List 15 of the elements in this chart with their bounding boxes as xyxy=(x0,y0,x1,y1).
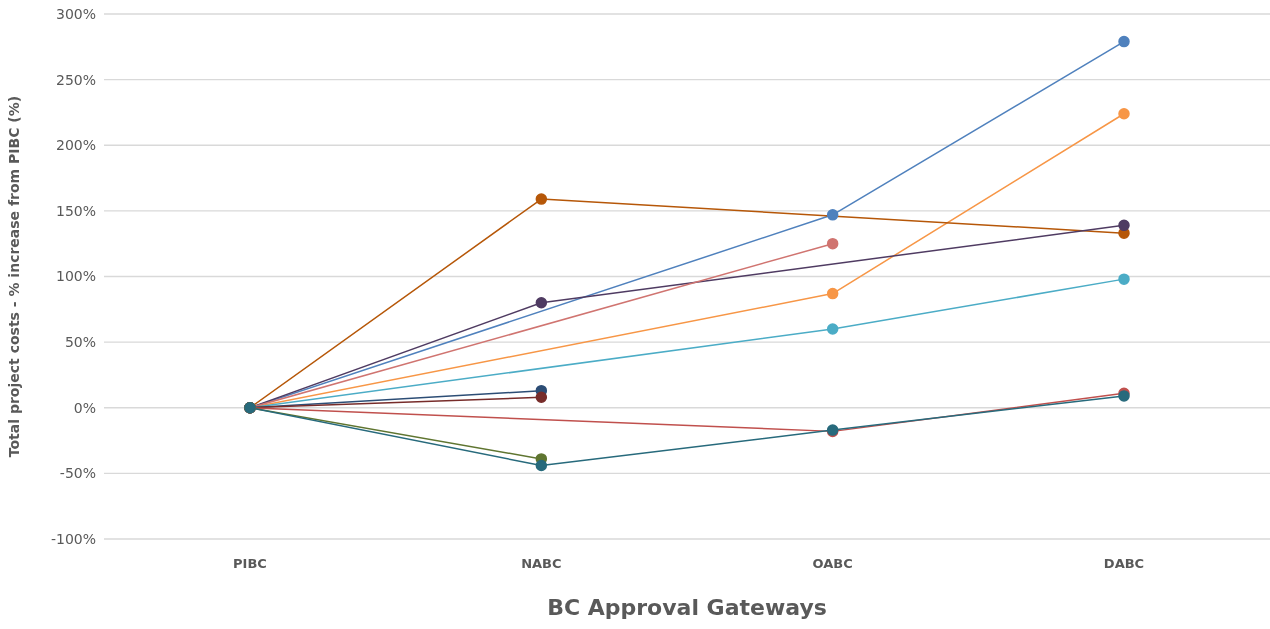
x-tick-label: OABC xyxy=(812,556,853,572)
y-axis-title: Total project costs - % increase from PIBC (%) xyxy=(5,95,22,458)
y-tick-label: 250% xyxy=(55,71,96,88)
x-tick-label: DABC xyxy=(1103,556,1145,572)
y-tick-label: -50% xyxy=(59,465,96,482)
y-tick-label: 200% xyxy=(55,137,96,154)
x-tick-label: NABC xyxy=(521,556,562,572)
y-tick-label: 150% xyxy=(55,202,96,219)
x-tick-label: PIBC xyxy=(233,556,267,572)
y-tick-label: 50% xyxy=(64,334,96,351)
y-tick-label: -100% xyxy=(50,530,96,547)
x-axis-title: BC Approval Gateways xyxy=(547,595,827,620)
y-tick-label: 0% xyxy=(73,399,96,416)
y-tick-label: 300% xyxy=(55,5,96,22)
y-tick-label: 100% xyxy=(55,268,96,285)
